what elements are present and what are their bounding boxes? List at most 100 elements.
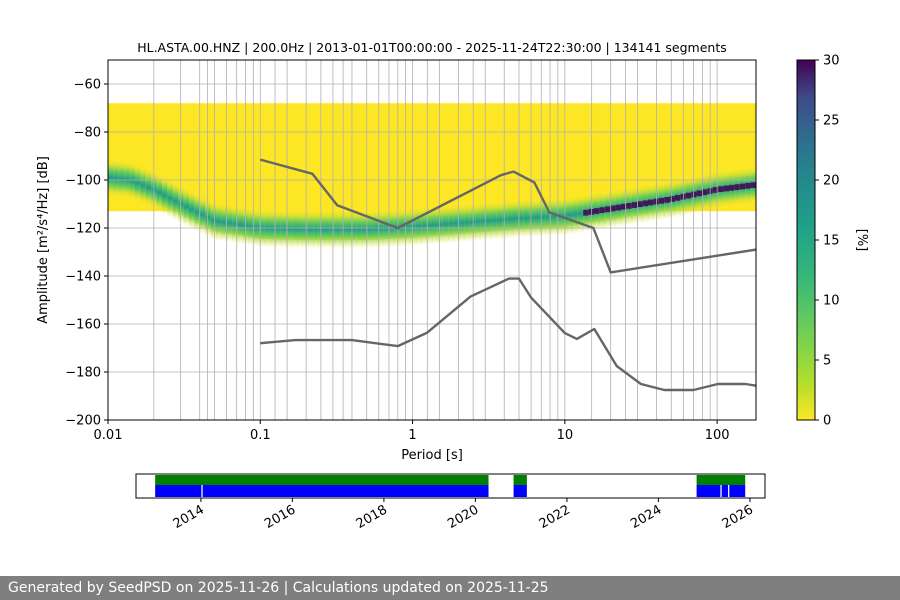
density-band [518,199,525,238]
density-peak [626,203,633,209]
density-column [702,103,708,212]
density-peak [685,192,692,199]
density-column [383,103,390,239]
density-column [621,103,627,218]
x-axis-ticks: 0.01 0.1 1 10 100 [94,420,730,443]
density-peak [642,200,649,207]
density-band [351,210,357,249]
density-column [194,103,201,223]
timeline-tick-label: 2026 [720,502,756,532]
density-band [437,205,444,244]
density-column [162,103,168,212]
density-column [426,103,433,237]
processed-span [513,475,527,485]
density-band [399,208,406,247]
density-column [599,103,606,221]
density-peak [729,184,735,191]
density-column [405,103,411,238]
density-column [345,103,352,240]
density-peak [664,197,671,203]
density-band [502,200,509,239]
density-peak [669,196,676,202]
y-tick-label: −80 [74,126,101,141]
x-tick-label: 100 [705,428,730,443]
density-band [486,201,492,241]
density-band [529,198,536,237]
density-column [604,103,611,221]
density-band [286,209,293,248]
density-column [129,103,136,212]
noise-model-layer [259,158,756,392]
psd-figure: HL.ASTA.00.HNZ | 200.0Hz | 2013-01-01T00… [36,40,869,532]
density-band [275,209,282,248]
colorbar-tick-label: 0 [823,414,831,429]
density-column [669,103,676,212]
timeline-frame [135,473,766,499]
y-tick-label: −100 [65,174,101,189]
density-peak [739,183,746,190]
density-peak [718,186,725,193]
density-column [226,103,233,234]
density-band [540,197,546,237]
density-column [459,103,465,234]
density-peak [691,191,698,198]
density-column [394,103,401,239]
density-band [302,209,309,249]
density-peak [675,194,681,201]
density-column [113,103,120,212]
density-band [237,205,244,245]
density-column [140,103,147,212]
timeline-tick-label: 2016 [262,502,298,532]
density-band [189,190,195,229]
density-column [275,103,282,240]
y-axis-label: Amplitude [m²/s⁴/Hz] [dB] [36,156,51,324]
density-band [318,210,325,249]
density-band [334,210,341,249]
density-column [696,103,703,212]
density-peak [637,201,644,208]
noise-model-nhnm [259,158,756,274]
density-band [545,197,552,237]
density-band [572,195,579,234]
colorbar-ticks: 0 5 10 15 20 25 30 [815,54,840,429]
density-column [378,103,384,240]
density-peak [583,209,590,216]
x-axis-label: Period [s] [401,448,463,463]
density-column [167,103,174,212]
density-column [723,103,730,212]
density-band [156,173,163,212]
density-column [567,103,573,227]
density-band [432,205,438,245]
density-peak [610,205,617,212]
timeline-tick-label: 2018 [354,502,390,532]
density-band [118,159,125,199]
density-band [243,206,249,245]
density-column [232,103,239,235]
density-column [502,103,509,231]
y-tick-label: −140 [65,270,101,285]
density-band [405,207,411,247]
density-band [491,201,498,240]
density-column [464,103,471,234]
density-peak [750,182,756,189]
x-tick-label: 10 [557,428,574,443]
density-band [513,199,519,238]
density-column [448,103,455,235]
density-band [480,202,487,241]
y-axis-ticks: −200 −180 −160 −140 −120 −100 −80 −60 [65,78,108,429]
density-band [453,204,460,243]
psd-plot-area: 0.01 0.1 1 10 100 −200 −180 −160 −140 −120 −100 −8… [65,59,757,443]
density-band [135,163,141,203]
density-column [739,103,746,212]
density-column [642,103,649,215]
density-band [205,198,212,237]
density-column [318,103,325,240]
density-column [550,103,557,228]
colorbar: 0 5 10 15 20 25 30 [%] [796,54,869,429]
colorbar-tick-label: 10 [823,294,840,309]
density-peak [648,199,654,206]
density-column [518,103,525,230]
density-band [210,201,217,240]
density-column [421,103,428,237]
density-band [523,198,530,238]
